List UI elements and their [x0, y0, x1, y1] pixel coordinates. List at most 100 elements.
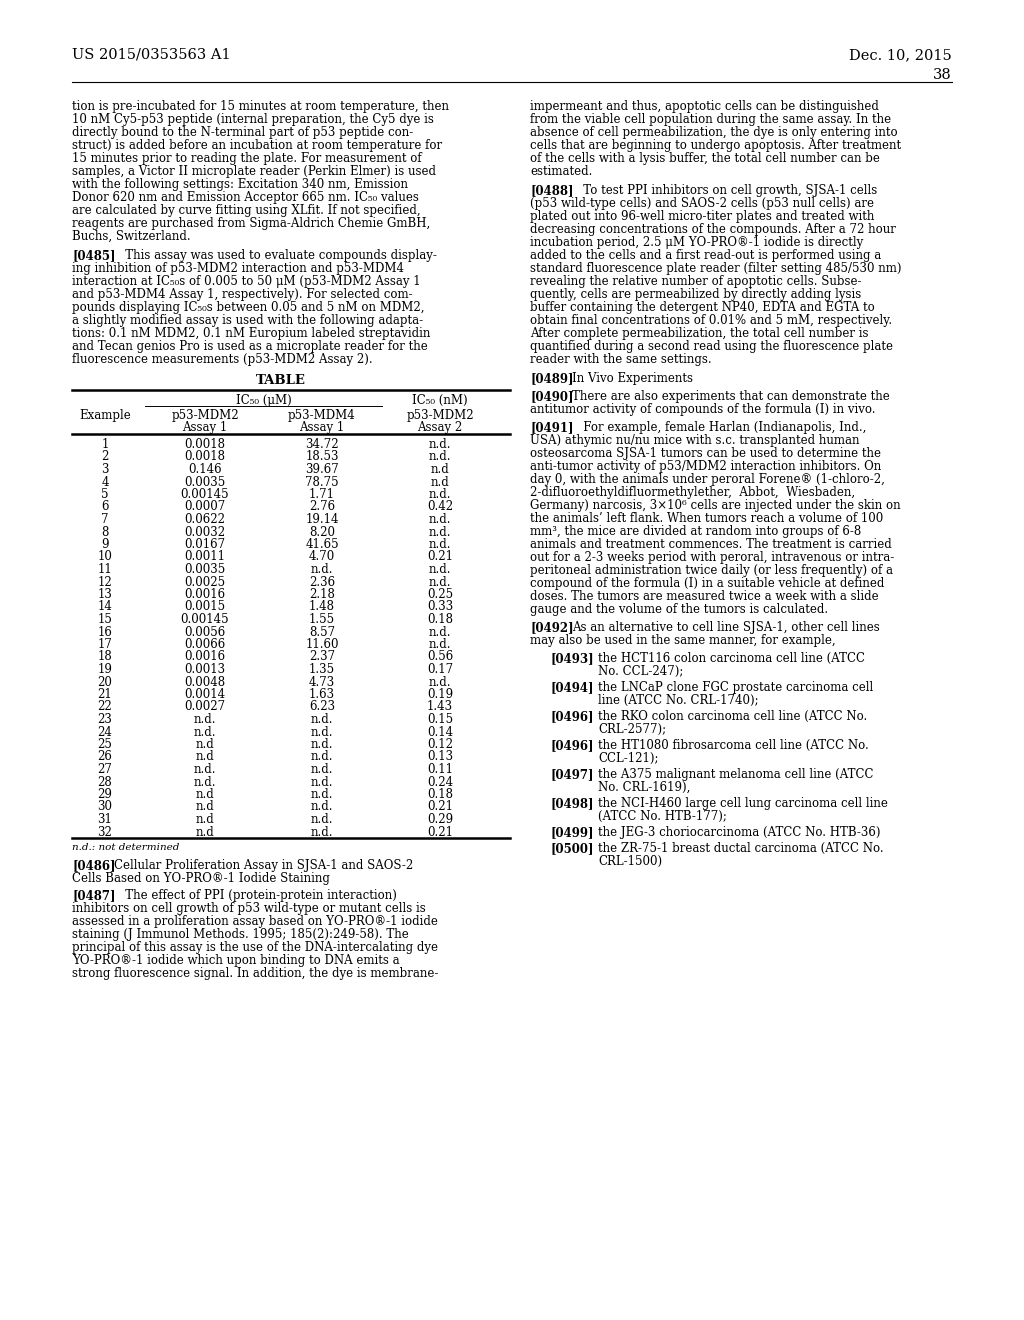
Text: [0489]: [0489] — [530, 372, 573, 385]
Text: incubation period, 2.5 μM YO-PRO®-1 iodide is directly: incubation period, 2.5 μM YO-PRO®-1 iodi… — [530, 236, 863, 249]
Text: 30: 30 — [97, 800, 113, 813]
Text: n.d.: n.d. — [310, 751, 333, 763]
Text: principal of this assay is the use of the DNA-intercalating dye: principal of this assay is the use of th… — [72, 941, 438, 954]
Text: 6.23: 6.23 — [309, 701, 335, 714]
Text: estimated.: estimated. — [530, 165, 592, 178]
Text: 8: 8 — [101, 525, 109, 539]
Text: 13: 13 — [97, 587, 113, 601]
Text: CRL-2577);: CRL-2577); — [598, 723, 667, 737]
Text: 0.0167: 0.0167 — [184, 539, 225, 550]
Text: n.d.: n.d. — [310, 564, 333, 576]
Text: 1.63: 1.63 — [309, 688, 335, 701]
Text: standard fluorescence plate reader (filter setting 485/530 nm): standard fluorescence plate reader (filt… — [530, 261, 901, 275]
Text: 0.25: 0.25 — [427, 587, 453, 601]
Text: [0490]: [0490] — [530, 389, 573, 403]
Text: antitumor activity of compounds of the formula (I) in vivo.: antitumor activity of compounds of the f… — [530, 403, 876, 416]
Text: (p53 wild-type cells) and SAOS-2 cells (p53 null cells) are: (p53 wild-type cells) and SAOS-2 cells (… — [530, 197, 874, 210]
Text: Cells Based on YO-PRO®-1 Iodide Staining: Cells Based on YO-PRO®-1 Iodide Staining — [72, 873, 330, 884]
Text: To test PPI inhibitors on cell growth, SJSA-1 cells: To test PPI inhibitors on cell growth, S… — [572, 183, 878, 197]
Text: added to the cells and a first read-out is performed using a: added to the cells and a first read-out … — [530, 249, 882, 261]
Text: 0.0013: 0.0013 — [184, 663, 225, 676]
Text: 17: 17 — [97, 638, 113, 651]
Text: 0.0056: 0.0056 — [184, 626, 225, 639]
Text: n.d: n.d — [431, 475, 450, 488]
Text: inhibitors on cell growth of p53 wild-type or mutant cells is: inhibitors on cell growth of p53 wild-ty… — [72, 902, 426, 915]
Text: [0486]: [0486] — [72, 859, 116, 873]
Text: 27: 27 — [97, 763, 113, 776]
Text: 5: 5 — [101, 488, 109, 502]
Text: [0487]: [0487] — [72, 888, 116, 902]
Text: struct) is added before an incubation at room temperature for: struct) is added before an incubation at… — [72, 139, 442, 152]
Text: 0.0066: 0.0066 — [184, 638, 225, 651]
Text: 2.37: 2.37 — [309, 651, 335, 664]
Text: 0.11: 0.11 — [427, 763, 453, 776]
Text: The effect of PPI (protein-protein interaction): The effect of PPI (protein-protein inter… — [114, 888, 397, 902]
Text: 0.0622: 0.0622 — [184, 513, 225, 525]
Text: n.d: n.d — [196, 825, 214, 838]
Text: n.d: n.d — [431, 463, 450, 477]
Text: 0.56: 0.56 — [427, 651, 454, 664]
Text: 22: 22 — [97, 701, 113, 714]
Text: peritoneal administration twice daily (or less frequently) of a: peritoneal administration twice daily (o… — [530, 564, 893, 577]
Text: the HT1080 fibrosarcoma cell line (ATCC No.: the HT1080 fibrosarcoma cell line (ATCC … — [598, 739, 868, 752]
Text: fluorescence measurements (p53-MDM2 Assay 2).: fluorescence measurements (p53-MDM2 Assa… — [72, 352, 373, 366]
Text: 2.76: 2.76 — [309, 500, 335, 513]
Text: 0.17: 0.17 — [427, 663, 453, 676]
Text: 18.53: 18.53 — [305, 450, 339, 463]
Text: [0492]: [0492] — [530, 620, 573, 634]
Text: TABLE: TABLE — [256, 374, 306, 387]
Text: n.d: n.d — [196, 751, 214, 763]
Text: staining (J Immunol Methods. 1995; 185(2):249-58). The: staining (J Immunol Methods. 1995; 185(2… — [72, 928, 409, 941]
Text: YO-PRO®-1 iodide which upon binding to DNA emits a: YO-PRO®-1 iodide which upon binding to D… — [72, 954, 399, 968]
Text: osteosarcoma SJSA-1 tumors can be used to determine the: osteosarcoma SJSA-1 tumors can be used t… — [530, 447, 881, 459]
Text: n.d.: not determined: n.d.: not determined — [72, 843, 179, 851]
Text: IC₅₀ (μM): IC₅₀ (μM) — [236, 393, 292, 407]
Text: strong fluorescence signal. In addition, the dye is membrane-: strong fluorescence signal. In addition,… — [72, 968, 438, 979]
Text: In Vivo Experiments: In Vivo Experiments — [572, 372, 693, 385]
Text: with the following settings: Excitation 340 nm, Emission: with the following settings: Excitation … — [72, 178, 408, 191]
Text: n.d.: n.d. — [429, 539, 452, 550]
Text: the JEG-3 choriocarcinoma (ATCC No. HTB-36): the JEG-3 choriocarcinoma (ATCC No. HTB-… — [598, 826, 881, 840]
Text: [0493]: [0493] — [550, 652, 594, 665]
Text: This assay was used to evaluate compounds display-: This assay was used to evaluate compound… — [114, 249, 437, 261]
Text: Buchs, Switzerland.: Buchs, Switzerland. — [72, 230, 190, 243]
Text: p53-MDM2: p53-MDM2 — [407, 409, 474, 422]
Text: directly bound to the N-terminal part of p53 peptide con-: directly bound to the N-terminal part of… — [72, 125, 414, 139]
Text: 0.19: 0.19 — [427, 688, 453, 701]
Text: reagents are purchased from Sigma-Aldrich Chemie GmBH,: reagents are purchased from Sigma-Aldric… — [72, 216, 430, 230]
Text: No. CCL-247);: No. CCL-247); — [598, 665, 683, 678]
Text: the LNCaP clone FGC prostate carcinoma cell: the LNCaP clone FGC prostate carcinoma c… — [598, 681, 873, 694]
Text: 29: 29 — [97, 788, 113, 801]
Text: 34.72: 34.72 — [305, 438, 339, 451]
Text: 0.29: 0.29 — [427, 813, 453, 826]
Text: gauge and the volume of the tumors is calculated.: gauge and the volume of the tumors is ca… — [530, 603, 828, 616]
Text: anti-tumor activity of p53/MDM2 interaction inhibitors. On: anti-tumor activity of p53/MDM2 interact… — [530, 459, 882, 473]
Text: n.d.: n.d. — [194, 776, 216, 788]
Text: As an alternative to cell line SJSA-1, other cell lines: As an alternative to cell line SJSA-1, o… — [572, 620, 880, 634]
Text: pounds displaying IC₅₀s between 0.05 and 5 nM on MDM2,: pounds displaying IC₅₀s between 0.05 and… — [72, 301, 425, 314]
Text: impermeant and thus, apoptotic cells can be distinguished: impermeant and thus, apoptotic cells can… — [530, 100, 879, 114]
Text: tions: 0.1 nM MDM2, 0.1 nM Europium labeled streptavidin: tions: 0.1 nM MDM2, 0.1 nM Europium labe… — [72, 327, 430, 341]
Text: 0.18: 0.18 — [427, 788, 453, 801]
Text: 9: 9 — [101, 539, 109, 550]
Text: 25: 25 — [97, 738, 113, 751]
Text: 1.71: 1.71 — [309, 488, 335, 502]
Text: 12: 12 — [97, 576, 113, 589]
Text: p53-MDM4: p53-MDM4 — [288, 409, 356, 422]
Text: n.d.: n.d. — [310, 813, 333, 826]
Text: 0.00145: 0.00145 — [180, 488, 229, 502]
Text: [0488]: [0488] — [530, 183, 573, 197]
Text: revealing the relative number of apoptotic cells. Subse-: revealing the relative number of apoptot… — [530, 275, 861, 288]
Text: n.d: n.d — [196, 788, 214, 801]
Text: 1: 1 — [101, 438, 109, 451]
Text: CCL-121);: CCL-121); — [598, 752, 658, 766]
Text: 0.0018: 0.0018 — [184, 450, 225, 463]
Text: (ATCC No. HTB-177);: (ATCC No. HTB-177); — [598, 810, 727, 822]
Text: n.d.: n.d. — [310, 800, 333, 813]
Text: 0.0011: 0.0011 — [184, 550, 225, 564]
Text: 0.0014: 0.0014 — [184, 688, 225, 701]
Text: 14: 14 — [97, 601, 113, 614]
Text: 21: 21 — [97, 688, 113, 701]
Text: 8.57: 8.57 — [309, 626, 335, 639]
Text: There are also experiments that can demonstrate the: There are also experiments that can demo… — [572, 389, 890, 403]
